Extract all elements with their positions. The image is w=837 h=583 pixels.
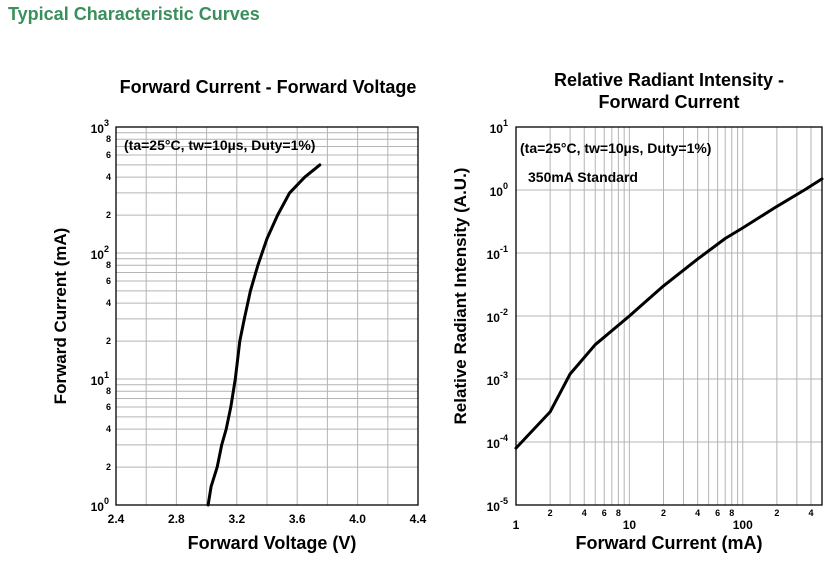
x-tick-label: 2.8 [168, 512, 185, 526]
x-minor-tick-label: 4 [809, 508, 814, 518]
y-minor-tick-label: 4 [106, 172, 111, 182]
y-tick-label: 100 [91, 496, 109, 514]
x-minor-tick-label: 2 [548, 508, 553, 518]
series-line [206, 163, 322, 507]
y-minor-tick-label: 4 [106, 424, 111, 434]
y-tick-label: 100 [490, 181, 508, 199]
y-minor-tick-label: 4 [106, 298, 111, 308]
y-tick-label: 10-5 [487, 496, 508, 514]
series-line [514, 177, 824, 450]
x-minor-tick-label: 4 [582, 508, 587, 518]
x-tick-label: 4.4 [410, 512, 427, 526]
y-tick-label: 103 [91, 118, 109, 136]
x-tick-label: 2.4 [108, 512, 125, 526]
y-tick-label: 10-4 [487, 433, 508, 451]
x-minor-tick-label: 2 [661, 508, 666, 518]
x-minor-tick-label: 8 [729, 508, 734, 518]
x-tick-label: 10 [623, 518, 637, 532]
y-tick-label: 102 [91, 244, 109, 262]
y-tick-label: 101 [490, 118, 508, 136]
y-tick-label: 101 [91, 370, 109, 388]
y-minor-tick-label: 6 [106, 276, 111, 286]
x-tick-label: 3.2 [228, 512, 245, 526]
radiant-intensity-current-chart: 2 4 6 8 2 4 6 8 2 41 10 10010110010-110-210-310-410… [451, 70, 824, 553]
x-minor-tick-label: 2 [774, 508, 779, 518]
x-minor-tick-label: 6 [602, 508, 607, 518]
y-tick-label: 10-2 [487, 307, 508, 325]
standard-annotation: 350mA Standard [528, 169, 638, 185]
x-tick-label: 100 [733, 518, 753, 532]
plot-frame [115, 126, 419, 506]
x-minor-tick-label: 8 [616, 508, 621, 518]
x-minor-tick-label: 6 [715, 508, 720, 518]
chart-title: Relative Radiant Intensity -Forward Curr… [554, 70, 784, 112]
x-tick-label: 3.6 [289, 512, 306, 526]
plot-frame [515, 126, 823, 506]
conditions-annotation: (ta=25°C, tw=10µs, Duty=1%) [520, 140, 711, 156]
x-tick-label: 4.0 [349, 512, 366, 526]
x-axis-label: Forward Current (mA) [575, 533, 762, 553]
y-tick-label: 10-1 [487, 244, 508, 262]
y-axis-label: Forward Current (mA) [51, 228, 70, 405]
y-minor-tick-label: 2 [106, 210, 111, 220]
forward-current-voltage-chart: 2 4 6 8 2 4 6 8 2 4 6 8 2.4 2.8 3.2 3.6 4.0 4.4 100 101 102 1… [51, 77, 427, 553]
y-minor-tick-label: 6 [106, 402, 111, 412]
y-tick-label: 10-3 [487, 370, 508, 388]
x-axis-label: Forward Voltage (V) [188, 533, 357, 553]
y-minor-tick-label: 2 [106, 336, 111, 346]
x-tick-label: 1 [513, 518, 520, 532]
x-minor-tick-label: 4 [695, 508, 700, 518]
chart-title: Forward Current - Forward Voltage [120, 77, 417, 97]
y-minor-tick-label: 8 [106, 260, 111, 270]
page-title: Typical Characteristic Curves [8, 4, 260, 24]
y-minor-tick-label: 2 [106, 462, 111, 472]
y-minor-tick-label: 8 [106, 134, 111, 144]
y-minor-tick-label: 8 [106, 386, 111, 396]
conditions-annotation: (ta=25°C, tw=10µs, Duty=1%) [124, 137, 315, 153]
y-minor-tick-label: 6 [106, 150, 111, 160]
y-axis-label: Relative Radiant Intensity (A.U.) [451, 168, 470, 425]
